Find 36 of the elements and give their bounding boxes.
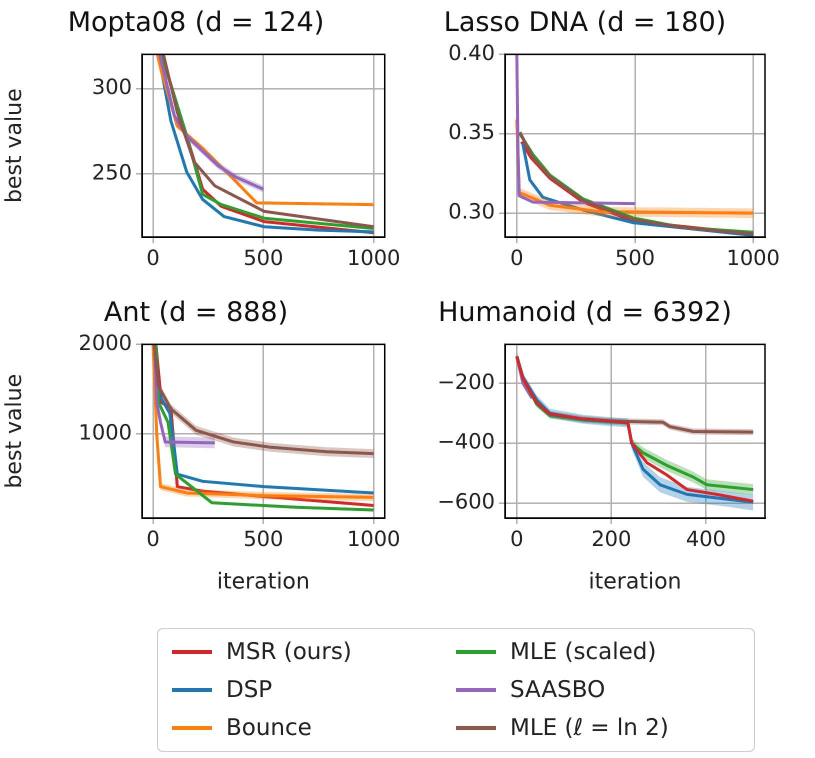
legend-label: MLE (scaled)	[510, 639, 656, 665]
chart-title: Humanoid (d = 6392)	[438, 297, 732, 328]
y-tick-label: 0.40	[448, 40, 495, 65]
y-tick-label: 0.35	[448, 120, 495, 144]
x-tick-label: 400	[686, 527, 726, 552]
x-tick-label: 0	[146, 527, 160, 552]
legend-label: MSR (ours)	[226, 639, 352, 665]
y-tick-label: −600	[437, 489, 495, 514]
y-tick-label: −200	[437, 370, 495, 394]
x-tick-label: 500	[243, 527, 284, 552]
legend-label: Bounce	[226, 715, 312, 741]
x-tick-label: 1000	[346, 246, 400, 270]
y-axis-title: best value	[2, 374, 27, 489]
legend-label: SAASBO	[510, 677, 606, 703]
x-tick-label: 0	[510, 246, 524, 270]
chart-title: Lasso DNA (d = 180)	[444, 7, 726, 38]
y-tick-label: 1000	[78, 420, 132, 444]
y-tick-label: 300	[92, 74, 132, 99]
x-tick-label: 1000	[346, 527, 400, 552]
x-tick-label: 0	[146, 246, 160, 270]
x-tick-label: 200	[591, 527, 632, 552]
x-tick-label: 0	[510, 527, 524, 552]
chart-title: Mopta08 (d = 124)	[68, 7, 324, 38]
x-tick-label: 500	[614, 246, 656, 270]
y-tick-label: 0.30	[448, 200, 495, 224]
x-axis-title: iteration	[588, 570, 682, 595]
x-tick-label: 1000	[726, 246, 780, 270]
chart-title: Ant (d = 888)	[104, 297, 288, 328]
y-tick-label: −400	[437, 430, 495, 454]
legend-label: DSP	[226, 677, 272, 703]
y-tick-label: 2000	[78, 330, 132, 355]
y-axis-title: best value	[2, 88, 27, 204]
y-tick-label: 250	[92, 160, 132, 184]
legend-label: MLE (ℓ = ln 2)	[510, 715, 669, 741]
x-axis-title: iteration	[216, 570, 310, 595]
x-tick-label: 500	[243, 246, 284, 270]
